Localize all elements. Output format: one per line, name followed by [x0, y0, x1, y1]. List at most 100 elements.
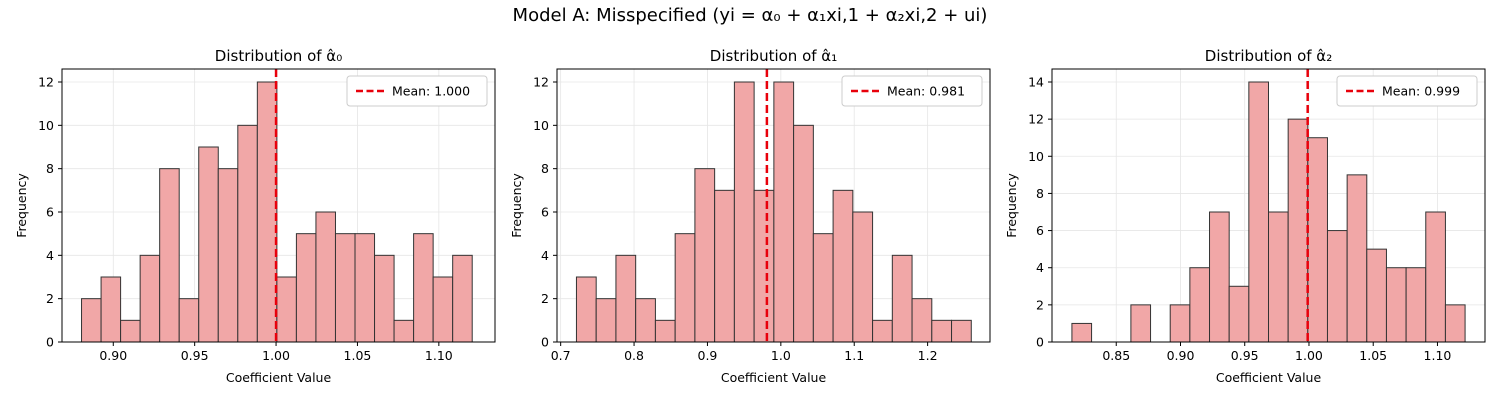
histogram-bar: [773, 81, 795, 343]
x-axis-label: Coefficient Value: [721, 370, 827, 385]
y-tick-label: 8: [541, 161, 549, 176]
histogram-bar: [674, 233, 696, 343]
histogram-bar: [832, 189, 854, 343]
plot-frame: [1051, 68, 1486, 343]
histogram-bar: [374, 254, 395, 343]
legend-label: Mean: 0.981: [887, 84, 965, 99]
x-tick-label: 0.95: [1231, 348, 1259, 363]
histogram-bar: [595, 298, 617, 343]
histogram-bar: [139, 254, 161, 343]
histogram-bar: [81, 298, 102, 343]
y-tick-label: 14: [1028, 75, 1044, 90]
histogram-bar: [159, 168, 180, 343]
y-tick-label: 4: [1036, 260, 1044, 275]
y-axis-label: Frequency: [1004, 173, 1019, 238]
histogram-bar: [793, 124, 814, 343]
histogram-bar: [1444, 304, 1466, 343]
histogram-bar: [1268, 211, 1289, 343]
y-axis-label: Frequency: [509, 173, 524, 238]
plot-frame: [556, 68, 991, 343]
plot-frame: [61, 68, 496, 343]
histogram-bar: [1366, 248, 1387, 343]
x-tick-label: 1.05: [1359, 348, 1387, 363]
histogram-bar: [1248, 81, 1270, 343]
x-tick-label: 0.9: [698, 348, 718, 363]
x-axis-label: Coefficient Value: [226, 370, 332, 385]
histogram-bar: [432, 276, 454, 343]
histogram-bar: [315, 211, 336, 343]
x-tick-label: 1.10: [425, 348, 453, 363]
histogram-bar: [178, 298, 200, 343]
histogram-bar: [1130, 304, 1152, 343]
x-tick-label: 1.00: [1295, 348, 1323, 363]
x-tick-label: 1.2: [918, 348, 938, 363]
histogram-bar: [276, 276, 297, 343]
histogram-bar: [615, 254, 637, 343]
histogram-bar: [635, 298, 656, 343]
y-tick-label: 8: [46, 161, 54, 176]
x-tick-label: 0.90: [1167, 348, 1195, 363]
y-tick-label: 2: [541, 291, 549, 306]
histogram-bar: [120, 319, 141, 343]
histogram-bar: [1169, 304, 1191, 343]
histogram-bar: [217, 168, 239, 343]
legend-box: [346, 75, 488, 107]
histogram-bar: [931, 319, 953, 343]
legend-box: [841, 75, 983, 107]
figure-title: Model A: Misspecified (yi = α₀ + α₁xi,1 …: [512, 5, 988, 26]
histogram-bar: [911, 298, 933, 343]
x-tick-label: 0.7: [551, 348, 571, 363]
y-tick-label: 12: [533, 75, 549, 90]
histogram-bar: [1326, 230, 1348, 343]
chart-title: Distribution of α̂₂: [1205, 47, 1332, 65]
histogram-bar: [714, 189, 735, 343]
histogram-bar: [852, 211, 874, 343]
histogram-bar: [1385, 267, 1407, 343]
x-tick-label: 1.10: [1424, 348, 1452, 363]
y-axis-label: Frequency: [14, 173, 29, 238]
y-tick-label: 6: [541, 205, 549, 220]
histogram-bar: [1071, 322, 1093, 343]
y-tick-label: 0: [541, 335, 549, 350]
histogram-bar: [575, 276, 597, 343]
histogram-bar: [413, 233, 434, 343]
y-tick-label: 8: [1036, 186, 1044, 201]
histogram-bar: [334, 233, 356, 343]
x-tick-label: 1.0: [771, 348, 791, 363]
x-tick-label: 1.1: [844, 348, 864, 363]
legend-label: Mean: 0.999: [1382, 84, 1460, 99]
y-tick-label: 12: [1028, 112, 1044, 127]
y-tick-label: 6: [1036, 223, 1044, 238]
histogram-bar: [354, 233, 376, 343]
x-tick-label: 0.95: [181, 348, 209, 363]
x-tick-label: 1.00: [262, 348, 290, 363]
histogram-bar: [198, 146, 219, 343]
histogram-bar: [951, 319, 972, 343]
histogram-bar: [694, 168, 716, 343]
chart-title: Distribution of α̂₁: [710, 47, 837, 65]
histogram-bar: [1405, 267, 1427, 343]
histogram-bar: [753, 189, 775, 343]
histogram-bar: [256, 81, 278, 343]
y-tick-label: 4: [46, 248, 54, 263]
histogram-bar: [891, 254, 913, 343]
histogram-bar: [452, 254, 473, 343]
histogram-bar: [237, 124, 258, 343]
y-tick-label: 0: [1036, 335, 1044, 350]
histogram-bar: [1287, 118, 1309, 343]
histogram-bar: [100, 276, 122, 343]
histogram-bar: [393, 319, 415, 343]
histogram-bar: [1425, 211, 1446, 343]
histogram-bar: [1228, 285, 1250, 343]
y-tick-label: 10: [38, 118, 54, 133]
chart-title: Distribution of α̂₀: [215, 47, 342, 65]
histogram-bar: [1346, 174, 1368, 343]
x-tick-label: 0.85: [1102, 348, 1130, 363]
x-tick-label: 1.05: [344, 348, 372, 363]
histogram-bar: [872, 319, 893, 343]
y-tick-label: 12: [38, 75, 54, 90]
y-tick-label: 6: [46, 205, 54, 220]
histogram-bar: [1307, 137, 1328, 343]
legend-label: Mean: 1.000: [392, 84, 470, 99]
